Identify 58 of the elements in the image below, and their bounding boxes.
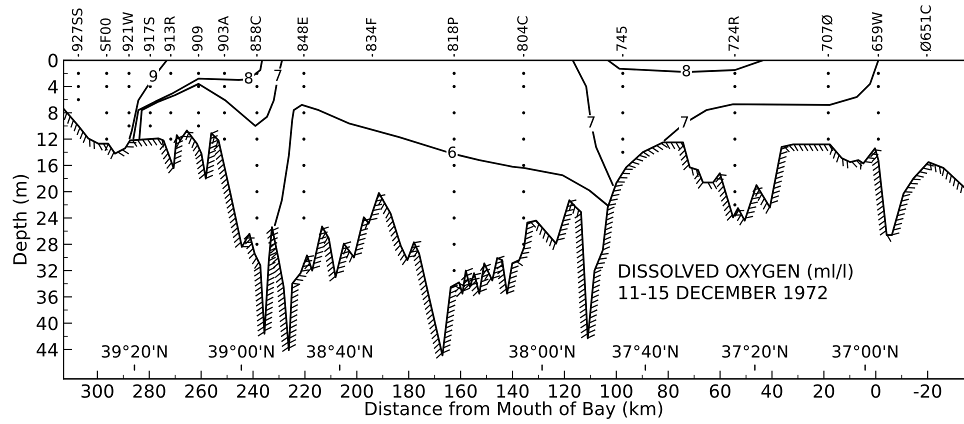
x-tick-label: 40 xyxy=(761,384,782,398)
annotation: 37°20'N xyxy=(722,345,788,358)
annotation: 38°00'N xyxy=(509,345,574,358)
y-tick-label: 40 xyxy=(36,316,58,330)
x-tick-label: 80 xyxy=(658,384,678,398)
y-axis-title: Depth (m) xyxy=(12,174,30,264)
annotation: 39°00'N xyxy=(208,345,274,358)
x-tick-label: 140 xyxy=(497,384,529,398)
annotation: DISSOLVED OXYGEN (ml/l) 11-15 DECEMBER 1972 xyxy=(619,264,853,300)
x-tick-label: 0 xyxy=(871,384,880,398)
y-tick-label: 0 xyxy=(48,54,58,68)
annotation: 7 xyxy=(680,116,688,128)
annotation: 707Ø xyxy=(822,15,833,51)
annotation: 913R xyxy=(164,16,175,51)
annotation: 903A xyxy=(218,16,229,51)
y-tick-label: 24 xyxy=(37,211,58,225)
y-tick-label: 44 xyxy=(36,343,58,356)
y-tick-label: 32 xyxy=(37,264,57,278)
x-tick-label: 20 xyxy=(814,384,834,398)
annotation: 37°00'N xyxy=(832,345,898,358)
annotation: 9 xyxy=(150,70,158,82)
y-tick-label: 20 xyxy=(37,185,58,199)
annotation: 921W xyxy=(122,12,134,51)
annotation: Ø651C xyxy=(920,5,932,52)
annotation: 848E xyxy=(297,17,308,51)
x-tick-label: 180 xyxy=(393,384,425,398)
annotation: 39°20'N xyxy=(102,345,167,358)
x-tick-label: 120 xyxy=(549,384,580,398)
annotation: 745 xyxy=(616,26,627,51)
x-tick-label: 300 xyxy=(82,384,114,398)
y-tick-label: 8 xyxy=(48,106,58,120)
x-tick-label: 160 xyxy=(445,384,477,398)
annotation: SF00 xyxy=(100,18,111,51)
x-tick-label: 260 xyxy=(185,384,218,398)
x-tick-label: -20 xyxy=(914,384,942,398)
annotation: 834F xyxy=(366,18,376,51)
y-tick-label: 12 xyxy=(38,132,57,146)
annotation: 909 xyxy=(192,26,203,51)
x-tick-label: 100 xyxy=(601,384,632,398)
x-tick-label: 220 xyxy=(289,384,321,398)
x-axis-title: Distance from Mouth of Bay (km) xyxy=(366,401,662,419)
x-tick-label: 200 xyxy=(340,384,373,398)
y-tick-label: 28 xyxy=(37,238,58,252)
annotation: 659W xyxy=(872,12,882,51)
x-tick-label: 60 xyxy=(710,384,730,398)
x-tick-label: 280 xyxy=(133,384,166,398)
annotation: 927SS xyxy=(72,8,82,51)
annotation: 724R xyxy=(728,16,739,51)
annotation: 804C xyxy=(517,16,528,51)
annotation: 38°40'N xyxy=(307,345,372,358)
y-tick-label: 16 xyxy=(38,158,58,173)
annotation: 37°40'N xyxy=(612,345,678,358)
y-tick-label: 4 xyxy=(48,80,58,94)
annotation: 858C xyxy=(250,16,261,51)
annotation: 917S xyxy=(144,17,154,51)
annotation: 818P xyxy=(448,17,458,51)
y-tick-label: 36 xyxy=(37,290,58,304)
x-tick-label: 240 xyxy=(237,384,270,398)
